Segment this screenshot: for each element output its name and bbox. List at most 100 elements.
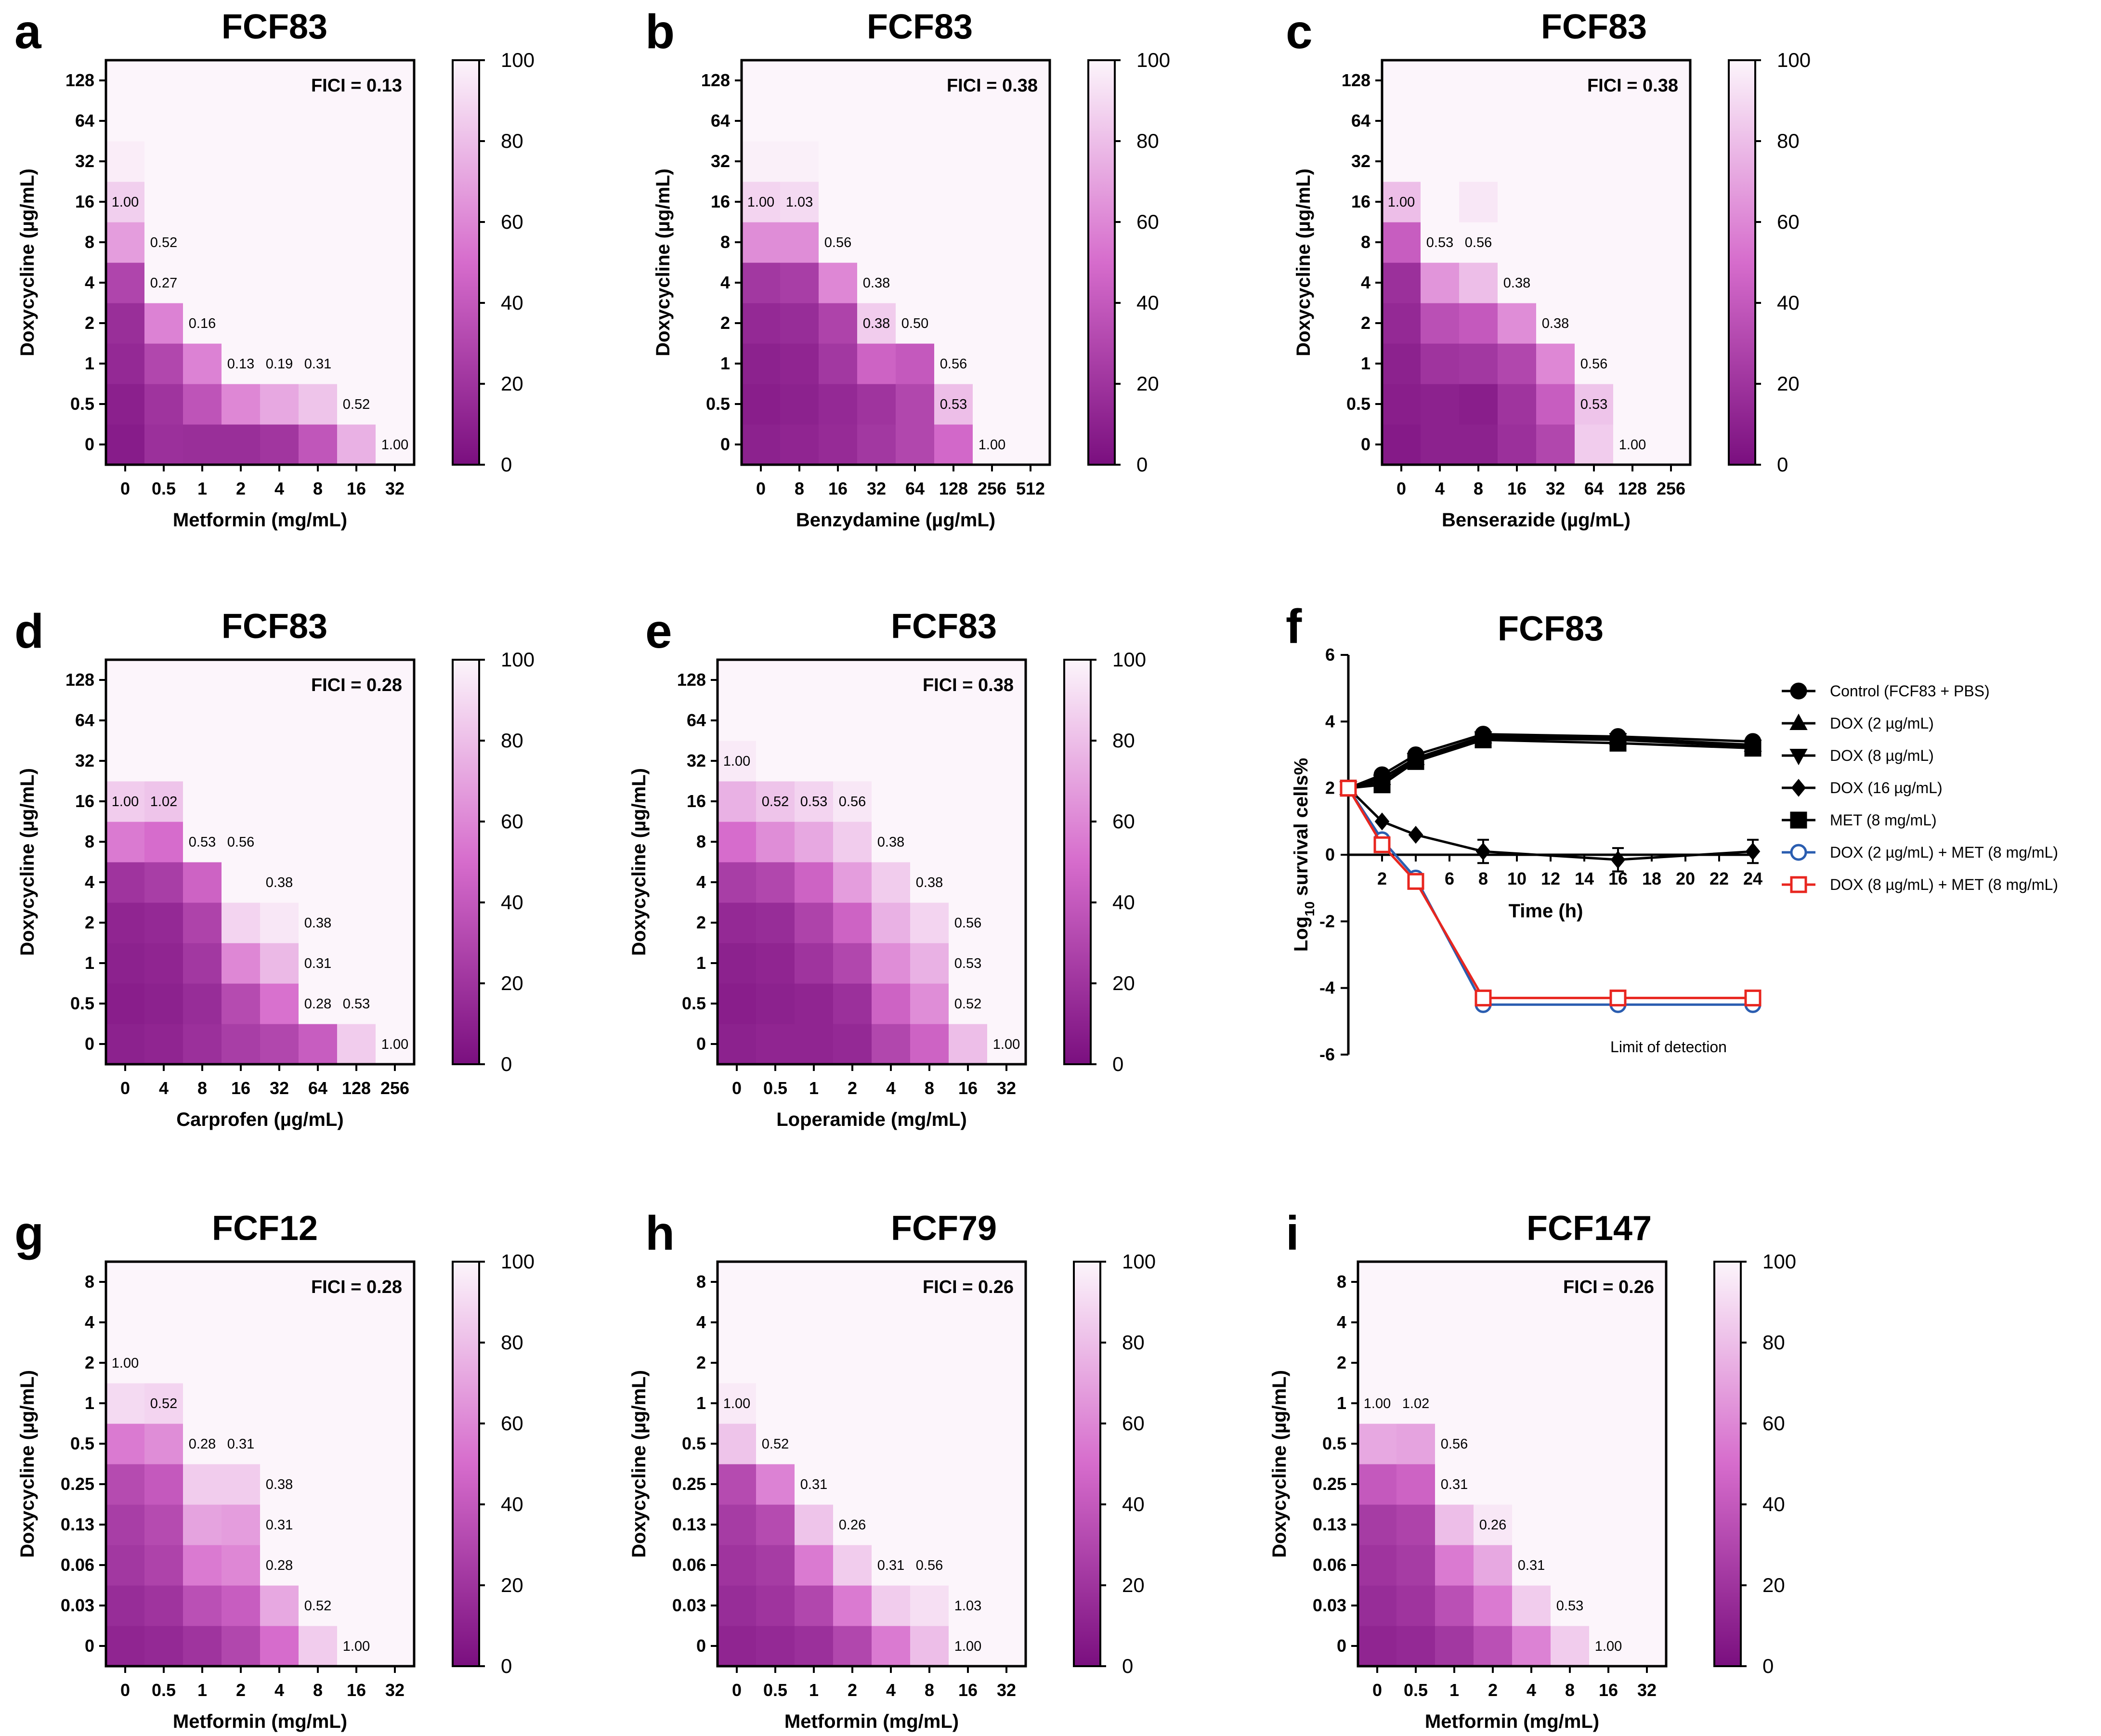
heatmap-cell: [376, 902, 415, 943]
heatmap-cell: [144, 660, 183, 701]
heatmap-cell: [795, 1464, 834, 1505]
plot-frame: [1357, 1260, 1668, 1668]
x-tick-label: 0: [120, 479, 130, 498]
cell-fici-value: 0.38: [877, 835, 904, 850]
heatmap-cell: [934, 424, 973, 465]
heatmap-cell: [144, 1024, 183, 1065]
heatmap-cell: [780, 303, 819, 344]
x-tick-label: 2: [848, 1078, 857, 1098]
colorbar: [1073, 1261, 1101, 1667]
heatmap-cell: [756, 660, 795, 701]
heatmap-cell: [260, 781, 299, 822]
x-tick-label: 22: [1710, 869, 1729, 888]
y-tick-label: 8: [85, 232, 94, 252]
x-axis-label: Time (h): [1509, 901, 1583, 922]
heatmap-cell: [973, 101, 1012, 142]
heatmap-cell: [742, 101, 781, 142]
colorbar-tick-label: 80: [1777, 130, 1800, 152]
heatmap-cell: [987, 822, 1026, 862]
heatmap-cell: [795, 902, 834, 943]
y-tick-label: 0.06: [61, 1555, 94, 1575]
heatmap-cell: [819, 424, 858, 465]
heatmap-cell: [756, 1343, 795, 1384]
colorbar-tick-label: 40: [501, 891, 523, 914]
heatmap-cell: [299, 262, 338, 303]
y-axis-label: Doxycycline (µg/mL): [628, 768, 650, 956]
heatmap-cell: [337, 1302, 376, 1343]
heatmap-cell: [1498, 384, 1537, 425]
heatmap-cell: [949, 1302, 988, 1343]
x-tick-label: 4: [886, 1680, 896, 1700]
heatmap-cell: [299, 60, 338, 101]
heatmap-cell: [337, 303, 376, 344]
heatmap-cell: [718, 1585, 757, 1626]
heatmap-cell: [1358, 1302, 1397, 1343]
heatmap-cell: [718, 700, 757, 741]
colorbar-tick-label: 40: [1122, 1493, 1145, 1515]
series-line: [1347, 787, 1753, 861]
heatmap-cell: [987, 741, 1026, 782]
heatmap-cell: [756, 862, 795, 903]
x-tick-label: 16: [231, 1078, 250, 1098]
heatmap-cell: [718, 1423, 757, 1464]
heatmap-cell: [106, 424, 145, 465]
heatmap-cell: [376, 60, 415, 101]
y-axis-label: Doxycycline (µg/mL): [652, 169, 674, 356]
heatmap-cell: [376, 343, 415, 384]
heatmap-cell: [1575, 384, 1614, 425]
x-tick-label: 0.5: [152, 479, 176, 498]
heatmap-cell: [222, 943, 261, 984]
heatmap-cell: [106, 1343, 145, 1384]
heatmap-cell: [795, 1545, 834, 1586]
cell-fici-value: 0.56: [227, 835, 254, 850]
cell-fici-value: 1.03: [954, 1598, 981, 1614]
heatmap-cell: [1474, 1504, 1513, 1545]
heatmap-cell: [183, 700, 222, 741]
heatmap-cell: [973, 384, 1012, 425]
y-tick-label: 16: [711, 192, 730, 211]
heatmap-cell: [260, 384, 299, 425]
colorbar-tick-label: 100: [1777, 49, 1811, 71]
panel-letter: f: [1286, 600, 1302, 653]
heatmap-cell: [222, 384, 261, 425]
data-point: [1475, 731, 1492, 748]
heatmap-cell: [949, 1383, 988, 1424]
panel-title: FCF83: [891, 607, 997, 646]
heatmap-cell: [299, 1262, 338, 1303]
x-tick-label: 0: [120, 1680, 130, 1700]
heatmap-cell: [949, 822, 988, 862]
y-tick-label: 128: [677, 670, 706, 690]
heatmap-cell: [1589, 1504, 1628, 1545]
heatmap-cell: [756, 781, 795, 822]
heatmap-cell: [299, 822, 338, 862]
heatmap-cell: [260, 1302, 299, 1343]
heatmap-cell: [1358, 1262, 1397, 1303]
fici-label: FICI = 0.26: [1563, 1277, 1654, 1297]
heatmap-cell: [973, 222, 1012, 263]
x-tick-label: 0: [1372, 1680, 1382, 1700]
heatmap-cell: [183, 424, 222, 465]
heatmap-cell: [949, 983, 988, 1024]
x-axis-label: Loperamide (mg/mL): [776, 1109, 967, 1130]
x-tick-label: 8: [313, 1680, 323, 1700]
heatmap-cell: [973, 262, 1012, 303]
heatmap-cell: [1435, 1383, 1474, 1424]
heatmap-cell: [718, 781, 757, 822]
colorbar-tick-label: 100: [1122, 1250, 1156, 1273]
data-point: [1791, 779, 1806, 797]
data-point: [1744, 740, 1762, 757]
heatmap-cell: [183, 1262, 222, 1303]
series-5: [1340, 780, 1762, 1013]
legend-label: MET (8 mg/mL): [1830, 811, 1937, 829]
panel-letter: i: [1286, 1206, 1299, 1260]
heatmap-cell: [337, 1504, 376, 1545]
heatmap-cell: [833, 1343, 872, 1384]
heatmap-cell: [756, 1626, 795, 1667]
heatmap-cell: [1435, 1545, 1474, 1586]
heatmap-cell: [1512, 1302, 1551, 1343]
heatmap-cell: [1628, 1302, 1667, 1343]
heatmap-cell: [376, 1302, 415, 1343]
heatmap-cell: [896, 60, 935, 101]
heatmap-cell: [1498, 343, 1537, 384]
